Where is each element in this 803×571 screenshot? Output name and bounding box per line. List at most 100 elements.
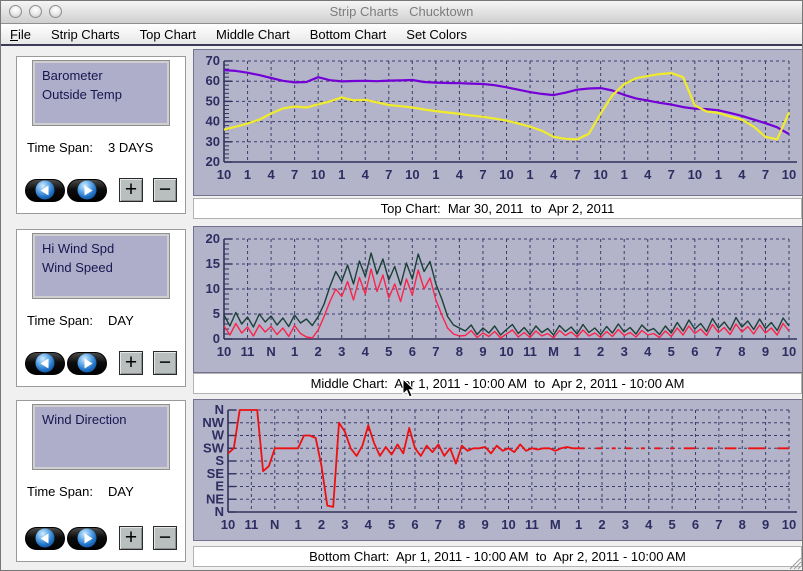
svg-text:1: 1 — [291, 344, 298, 359]
svg-text:9: 9 — [762, 517, 769, 532]
svg-text:2: 2 — [598, 517, 605, 532]
middle-chart-caption: Middle Chart: Apr 1, 2011 - 10:00 AM to … — [193, 373, 802, 394]
svg-text:2: 2 — [315, 344, 322, 359]
back-arrow-icon — [35, 180, 55, 200]
zoom-out-button[interactable]: − — [153, 351, 177, 375]
svg-text:8: 8 — [739, 517, 746, 532]
top-series-list[interactable]: Barometer Outside Temp — [33, 61, 169, 125]
time-span-row: Time Span: 3 DAYS — [27, 140, 185, 156]
zoom-in-button[interactable]: + — [119, 178, 143, 202]
time-span-value: 3 DAYS — [108, 140, 154, 155]
svg-text:4: 4 — [644, 344, 652, 359]
svg-text:4: 4 — [362, 167, 370, 182]
svg-text:15: 15 — [206, 256, 220, 271]
svg-text:5: 5 — [385, 344, 392, 359]
svg-text:NE: NE — [206, 491, 224, 506]
svg-text:10: 10 — [405, 167, 419, 182]
time-span-value: DAY — [108, 313, 134, 328]
svg-text:3: 3 — [622, 517, 629, 532]
menu-bar: File Strip Charts Top Chart Middle Chart… — [1, 24, 802, 46]
back-arrow-icon — [35, 353, 55, 373]
svg-text:6: 6 — [692, 517, 699, 532]
top-nav-buttons: + − — [25, 178, 177, 202]
svg-text:1: 1 — [295, 517, 302, 532]
svg-text:NW: NW — [202, 415, 224, 430]
svg-text:SW: SW — [203, 440, 225, 455]
back-button[interactable] — [25, 351, 65, 375]
menu-middle-chart[interactable]: Middle Chart — [215, 26, 290, 42]
svg-text:7: 7 — [479, 167, 486, 182]
svg-text:4: 4 — [267, 167, 275, 182]
svg-text:1: 1 — [338, 167, 345, 182]
svg-text:8: 8 — [456, 344, 463, 359]
svg-text:7: 7 — [385, 167, 392, 182]
forward-arrow-icon — [77, 528, 97, 548]
time-span-value: DAY — [108, 484, 134, 499]
list-item[interactable]: Wind Direction — [42, 412, 127, 427]
svg-text:5: 5 — [388, 517, 395, 532]
forward-button[interactable] — [67, 178, 107, 202]
svg-text:4: 4 — [365, 517, 373, 532]
menu-top-chart[interactable]: Top Chart — [139, 26, 196, 42]
bottom-chart-controls: Wind Direction Time Span: DAY + − — [16, 400, 186, 562]
minimize-button[interactable] — [29, 5, 42, 18]
svg-text:8: 8 — [738, 344, 745, 359]
zoom-out-button[interactable]: − — [153, 526, 177, 550]
svg-text:8: 8 — [458, 517, 465, 532]
back-button[interactable] — [25, 526, 65, 550]
back-button[interactable] — [25, 178, 65, 202]
svg-text:S: S — [215, 453, 224, 468]
svg-text:1: 1 — [575, 517, 582, 532]
list-item[interactable]: Wind Speed — [42, 260, 113, 275]
list-item[interactable]: Hi Wind Spd — [42, 241, 115, 256]
resize-grip[interactable] — [789, 557, 802, 570]
menu-file[interactable]: File — [10, 26, 31, 42]
svg-text:E: E — [215, 479, 224, 494]
list-item[interactable]: Outside Temp — [42, 87, 122, 102]
svg-text:40: 40 — [206, 114, 220, 129]
svg-text:1: 1 — [432, 167, 439, 182]
forward-button[interactable] — [67, 526, 107, 550]
top-chart-controls: Barometer Outside Temp Time Span: 3 DAYS… — [16, 56, 186, 214]
svg-text:30: 30 — [206, 134, 220, 149]
svg-text:5: 5 — [668, 344, 675, 359]
svg-text:6: 6 — [691, 344, 698, 359]
svg-text:7: 7 — [668, 167, 675, 182]
zoom-button[interactable] — [49, 5, 62, 18]
svg-text:3: 3 — [621, 344, 628, 359]
svg-text:3: 3 — [338, 344, 345, 359]
svg-text:0: 0 — [213, 331, 220, 346]
menu-strip-charts[interactable]: Strip Charts — [50, 26, 120, 42]
middle-series-list[interactable]: Hi Wind Spd Wind Speed — [33, 234, 169, 298]
svg-text:10: 10 — [688, 167, 702, 182]
svg-text:N: N — [215, 402, 224, 417]
forward-button[interactable] — [67, 351, 107, 375]
title-bar[interactable]: Strip Charts Chucktown — [1, 1, 802, 24]
close-button[interactable] — [9, 5, 22, 18]
menu-bottom-chart[interactable]: Bottom Chart — [309, 26, 387, 42]
forward-arrow-icon — [77, 180, 97, 200]
svg-text:10: 10 — [499, 167, 513, 182]
zoom-in-button[interactable]: + — [119, 526, 143, 550]
svg-text:9: 9 — [762, 344, 769, 359]
top-chart-caption: Top Chart: Mar 30, 2011 to Apr 2, 2011 — [193, 198, 802, 219]
time-span-label: Time Span: — [27, 140, 93, 155]
bottom-series-list[interactable]: Wind Direction — [33, 405, 169, 469]
svg-text:10: 10 — [217, 344, 231, 359]
zoom-in-button[interactable]: + — [119, 351, 143, 375]
menu-set-colors[interactable]: Set Colors — [406, 26, 467, 42]
svg-text:10: 10 — [206, 281, 220, 296]
list-item[interactable]: Barometer — [42, 68, 103, 83]
svg-text:11: 11 — [241, 344, 255, 359]
svg-text:20: 20 — [206, 154, 220, 169]
svg-text:2: 2 — [597, 344, 604, 359]
svg-text:1: 1 — [574, 344, 581, 359]
svg-text:11: 11 — [245, 517, 259, 532]
svg-text:70: 70 — [206, 53, 220, 68]
svg-text:10: 10 — [311, 167, 325, 182]
time-span-label: Time Span: — [27, 313, 93, 328]
zoom-out-button[interactable]: − — [153, 178, 177, 202]
